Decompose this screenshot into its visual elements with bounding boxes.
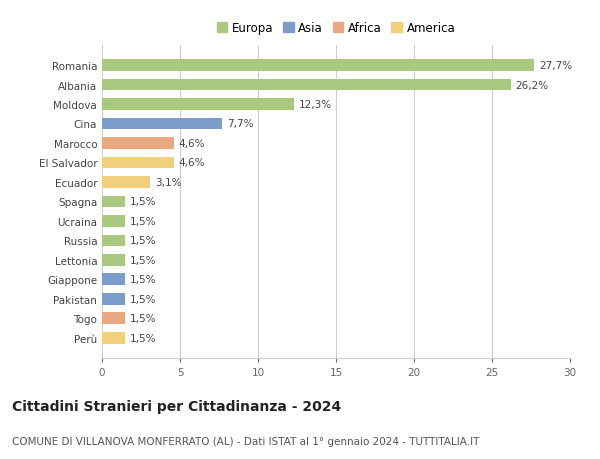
Bar (102, 60, 534, 72)
Text: 27,7%: 27,7% (539, 61, 572, 71)
Bar (102, 274, 125, 285)
Text: 1,5%: 1,5% (130, 255, 157, 265)
Bar (102, 138, 174, 150)
Text: 1,5%: 1,5% (130, 236, 157, 246)
Text: 1,5%: 1,5% (130, 333, 157, 343)
Text: 26,2%: 26,2% (515, 80, 548, 90)
Text: 1,5%: 1,5% (130, 197, 157, 207)
Bar (102, 79, 511, 91)
Text: 1,5%: 1,5% (130, 294, 157, 304)
Bar (102, 216, 125, 227)
Bar (102, 332, 125, 344)
Text: Cittadini Stranieri per Cittadinanza - 2024: Cittadini Stranieri per Cittadinanza - 2… (12, 399, 341, 413)
Text: 3,1%: 3,1% (155, 178, 182, 188)
Text: 12,3%: 12,3% (299, 100, 332, 110)
Bar (102, 99, 294, 111)
Bar (102, 293, 125, 305)
Text: 4,6%: 4,6% (178, 139, 205, 149)
Bar (102, 235, 125, 246)
Text: 1,5%: 1,5% (130, 313, 157, 324)
Text: COMUNE DI VILLANOVA MONFERRATO (AL) - Dati ISTAT al 1° gennaio 2024 - TUTTITALIA: COMUNE DI VILLANOVA MONFERRATO (AL) - Da… (12, 436, 479, 446)
Legend: Europa, Asia, Africa, America: Europa, Asia, Africa, America (212, 17, 460, 40)
Text: 4,6%: 4,6% (178, 158, 205, 168)
Bar (102, 118, 222, 130)
Text: 1,5%: 1,5% (130, 274, 157, 285)
Bar (102, 196, 125, 208)
Bar (102, 254, 125, 266)
Bar (102, 157, 174, 169)
Bar (102, 177, 151, 188)
Bar (102, 313, 125, 325)
Text: 7,7%: 7,7% (227, 119, 253, 129)
Text: 1,5%: 1,5% (130, 216, 157, 226)
